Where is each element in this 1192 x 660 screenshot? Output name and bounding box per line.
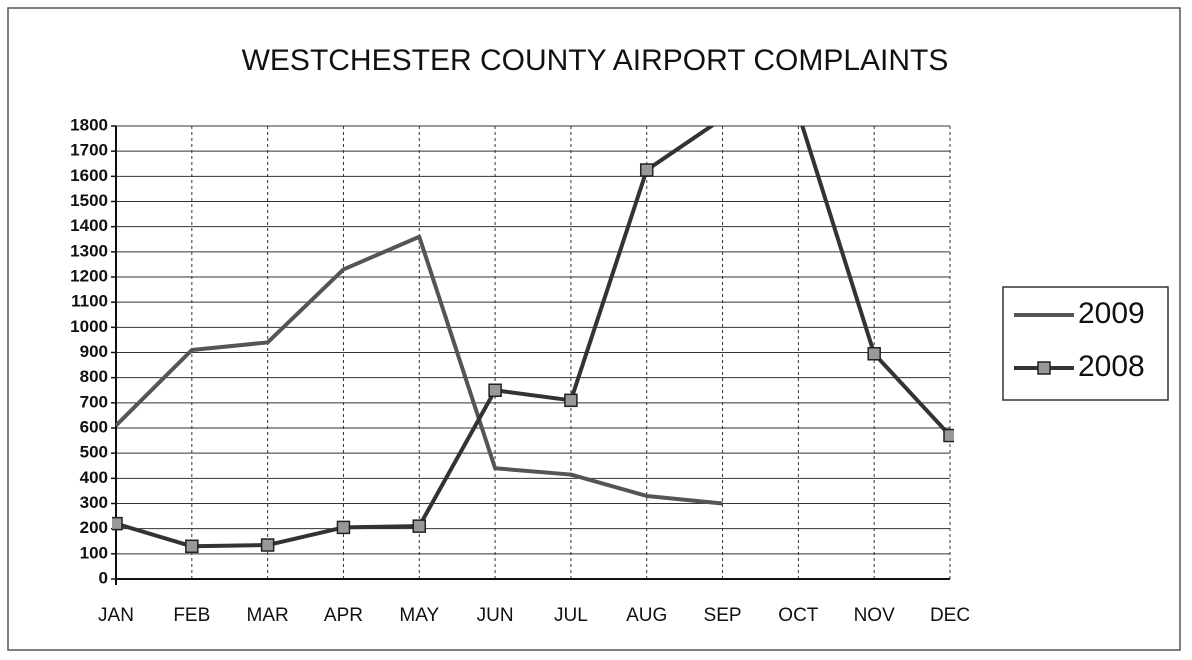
point-marker [336, 520, 351, 535]
x-tick-label: JUN [477, 605, 514, 626]
x-tick-label: SEP [704, 605, 742, 626]
legend-label: 2009 [1078, 297, 1145, 330]
series-line [115, 126, 952, 549]
y-tick-label: 400 [80, 468, 108, 487]
x-tick-label: MAR [247, 605, 289, 626]
point-marker [639, 163, 654, 177]
point-marker [488, 383, 502, 397]
y-tick-label: 800 [80, 367, 108, 386]
y-tick-label: 700 [80, 392, 108, 411]
y-tick-label: 1500 [70, 191, 108, 210]
point-marker [112, 516, 123, 531]
y-tick-label: 1700 [70, 141, 108, 160]
y-tick-label: 500 [80, 443, 108, 462]
series-line [114, 234, 723, 506]
grid [111, 125, 951, 585]
y-tick-label: 200 [80, 518, 108, 537]
y-tick-label: 900 [80, 342, 108, 361]
y-tick-label: 1300 [70, 241, 108, 260]
y-tick-label: 0 [99, 568, 108, 587]
x-tick-label: JUL [554, 605, 588, 626]
x-tick-label: APR [324, 605, 363, 626]
y-tick-label: 600 [80, 417, 108, 436]
y-tick-label: 1800 [70, 115, 108, 134]
point-marker [185, 539, 199, 554]
y-tick-label: 1600 [70, 166, 108, 185]
x-tick-label: JAN [98, 605, 134, 626]
x-tick-label: OCT [778, 605, 819, 626]
legend-box [1002, 286, 1169, 401]
point-marker [260, 538, 275, 552]
legend-marker [1037, 361, 1051, 375]
y-tick-label: 1000 [70, 317, 108, 336]
y-tick-label: 300 [80, 493, 108, 512]
plot-area [112, 126, 954, 554]
legend-label: 2008 [1078, 350, 1145, 383]
chart-title: WESTCHESTER COUNTY AIRPORT COMPLAINTS [242, 44, 949, 77]
x-tick-label: AUG [626, 605, 667, 626]
y-tick-label: 1400 [70, 216, 108, 235]
x-tick-label: FEB [173, 605, 210, 626]
point-marker [564, 393, 578, 408]
y-tick-label: 1100 [71, 292, 108, 311]
x-tick-label: MAY [399, 605, 439, 626]
y-tick-label: 100 [80, 543, 108, 562]
y-tick-label: 1200 [70, 266, 108, 285]
legend: 2009 2008 [1002, 286, 1169, 401]
labels: 0 100 200 300 400 500 600 700 800 900 1000 1100 1200… [70, 115, 970, 626]
point-marker [412, 519, 427, 533]
point-marker [943, 428, 954, 443]
x-tick-label: DEC [930, 605, 970, 626]
point-marker [867, 347, 881, 361]
x-tick-label: NOV [854, 605, 896, 626]
